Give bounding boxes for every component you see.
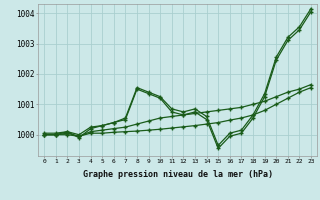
X-axis label: Graphe pression niveau de la mer (hPa): Graphe pression niveau de la mer (hPa) — [83, 170, 273, 179]
